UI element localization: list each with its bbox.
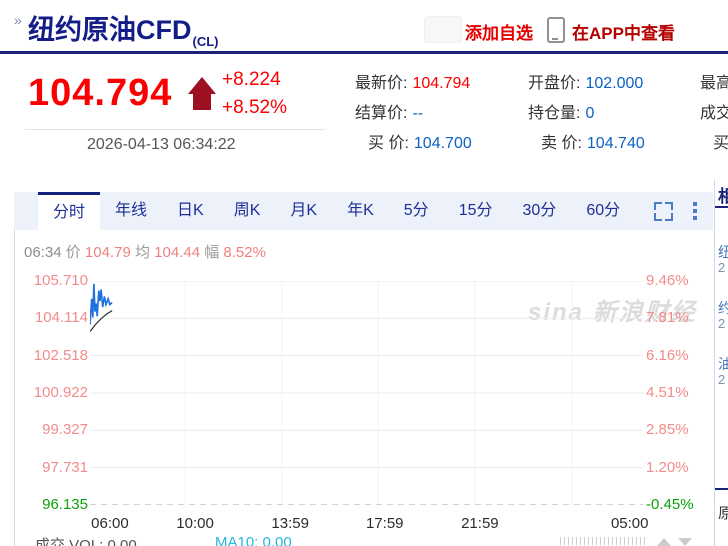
quote-field-high-clipped: 最高 <box>700 75 728 92</box>
tab-yearline[interactable]: 年线 <box>115 202 148 219</box>
series-average <box>89 310 113 332</box>
tab-5min[interactable]: 5分 <box>403 202 429 219</box>
quote-field-volume-clipped: 成交 <box>700 105 728 122</box>
breadcrumb-chevron-icon: » <box>14 12 22 28</box>
chart-info-line: 06:34 价 104.79 均 104.44 幅 8.52% <box>24 241 266 262</box>
quote-field-bid: 买 价: 104.700 <box>368 135 472 152</box>
sidebar-item-date-fragment: 2 <box>718 316 726 331</box>
last-price: 104.794 <box>28 72 173 114</box>
chart-svg <box>89 280 643 506</box>
watchlist-icon[interactable] <box>424 16 462 43</box>
tab-daily-k[interactable]: 日K <box>177 202 204 219</box>
tab-weekly-k[interactable]: 周K <box>233 202 261 219</box>
x-axis-time-label: 21:59 <box>461 515 499 532</box>
y-axis-price-label: 99.327 <box>42 421 88 439</box>
zoom-in-arrow-icon[interactable] <box>657 538 671 546</box>
sidebar-header-fragment: 相 <box>718 182 728 207</box>
tab-60min[interactable]: 60分 <box>586 202 621 219</box>
chart-panel <box>14 192 715 546</box>
price-up-arrow-icon <box>188 77 216 94</box>
view-in-app-link[interactable]: 在APP中查看 <box>572 24 675 43</box>
quote-field-openinterest: 持仓量: 0 <box>528 105 595 122</box>
chart-period-tabs: 分时 年线 日K 周K 月K 年K 5分 15分 30分 60分 <box>14 192 713 230</box>
price-up-arrow-stem <box>193 93 211 110</box>
info-price-value: 104.79 <box>84 244 131 261</box>
price-change: +8.224 <box>222 69 281 90</box>
page-title: 纽约原油CFD(CL) <box>28 8 219 49</box>
price-change-percent: +8.52% <box>222 97 287 118</box>
y-axis-percent-label: 1.20% <box>646 458 689 476</box>
x-axis-time-label: 13:59 <box>271 515 309 532</box>
y-axis-price-label: 102.518 <box>33 346 88 364</box>
info-price-label: 价 <box>65 244 81 261</box>
x-axis-time-label: 17:59 <box>365 515 404 532</box>
minute-chart-plot[interactable] <box>89 280 643 506</box>
sidebar-item-date-fragment: 2 <box>718 372 726 387</box>
info-amp-label: 幅 <box>204 244 220 261</box>
more-menu-icon[interactable] <box>693 202 697 220</box>
quote-field-bidvol-clipped: 买 <box>713 135 728 152</box>
chart-toolbar <box>654 192 713 230</box>
sidebar-header-divider <box>715 206 728 208</box>
quote-field-settle: 结算价: -- <box>355 105 424 122</box>
y-axis-price-label: 105.710 <box>33 272 88 289</box>
x-axis-time-label: 05:00 <box>610 515 649 532</box>
y-axis-price-label: 97.731 <box>42 458 88 476</box>
add-watchlist-button[interactable]: 添加自选 <box>465 24 533 43</box>
sina-watermark: sina 新浪财经 <box>528 299 697 326</box>
tab-monthly-k[interactable]: 月K <box>290 202 318 219</box>
header-divider <box>0 51 728 54</box>
info-avg-label: 均 <box>134 244 150 261</box>
x-axis-time-label: 10:00 <box>176 515 214 532</box>
sidebar-item-fragment[interactable]: 约 <box>718 298 728 318</box>
zoom-slider[interactable] <box>560 537 648 545</box>
zoom-out-arrow-icon[interactable] <box>678 538 692 546</box>
sidebar-item-fragment[interactable]: 油 <box>718 354 728 374</box>
tab-minute[interactable]: 分时 <box>38 192 101 230</box>
quote-field-last: 最新价: 104.794 <box>355 75 471 92</box>
y-axis-percent-label: -0.45% <box>646 496 694 513</box>
info-avg-value: 104.44 <box>154 244 201 261</box>
y-axis-percent-label: 7.81% <box>646 309 689 327</box>
y-axis-percent-label: 6.16% <box>646 346 689 364</box>
sidebar-item-date-fragment: 2 <box>718 260 726 275</box>
series-price <box>89 283 113 325</box>
quote-field-open: 开盘价: 102.000 <box>528 75 644 92</box>
quote-timestamp: 2026-04-13 06:34:22 <box>87 136 236 153</box>
volume-label: 成交 VOL: 0.00 <box>35 537 137 546</box>
instrument-symbol: (CL) <box>192 34 219 49</box>
sidebar-footer-fragment: 原 <box>718 502 728 523</box>
ma10-label: MA10: 0.00 <box>215 534 292 546</box>
info-time: 06:34 <box>24 244 62 261</box>
quote-grid: 最新价: 104.794 开盘价: 102.000 最高 结算价: -- 持仓量: 0 … <box>355 66 728 156</box>
sidebar-section-divider <box>715 488 728 490</box>
sidebar-item-fragment[interactable]: 纽 <box>718 242 728 262</box>
tab-15min[interactable]: 15分 <box>458 202 493 219</box>
tab-30min[interactable]: 30分 <box>522 202 557 219</box>
y-axis-price-label: 104.114 <box>34 309 88 327</box>
y-axis-price-label: 96.135 <box>42 496 88 513</box>
y-axis-price-label: 100.922 <box>33 384 88 401</box>
x-axis-time-label: 06:00 <box>91 515 129 532</box>
phone-icon <box>547 17 565 43</box>
y-axis-percent-label: 4.51% <box>646 384 689 401</box>
tab-yearly-k[interactable]: 年K <box>347 202 374 219</box>
y-axis-percent-label: 9.46% <box>646 272 689 289</box>
fullscreen-icon[interactable] <box>654 201 673 221</box>
price-divider <box>25 129 325 130</box>
related-news-sidebar-clipped: 相 纽 2 约 2 油 2 原 <box>714 180 728 546</box>
instrument-name: 纽约原油CFD <box>28 15 192 45</box>
quote-field-ask: 卖 价: 104.740 <box>541 135 645 152</box>
info-amp-value: 8.52% <box>223 244 266 261</box>
y-axis-percent-label: 2.85% <box>646 421 689 439</box>
